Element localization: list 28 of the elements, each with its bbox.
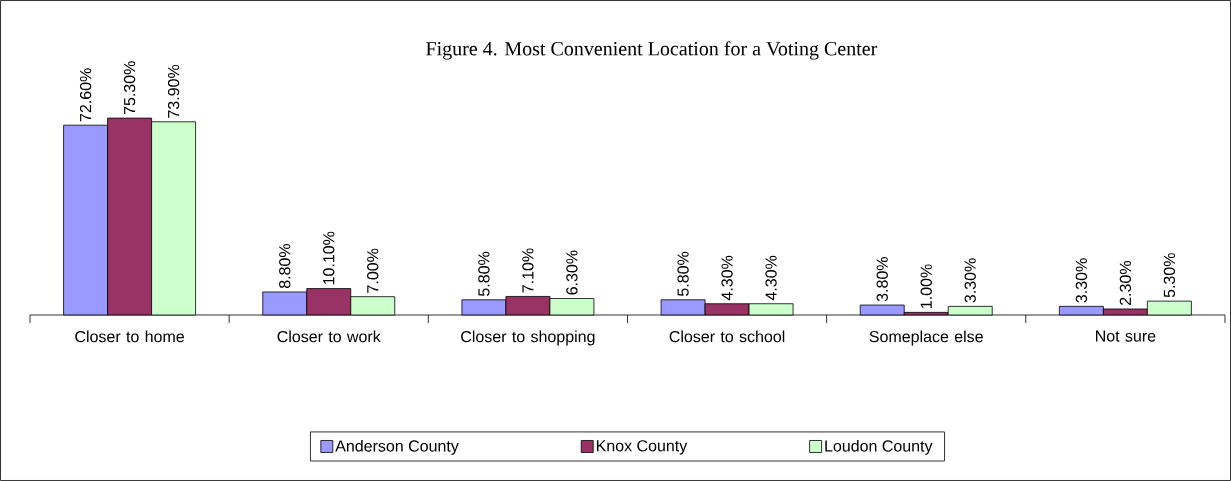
x-tick-label: Not sure [1096,330,1156,342]
data-label: 6.30% [566,250,578,295]
data-label: 3.30% [1075,258,1088,303]
data-label: 4.30% [765,255,777,301]
x-tick-label: Closer to school [669,330,785,343]
legend-label: Loudon County [825,439,933,455]
data-label: 3.30% [964,258,976,303]
data-label: 7.00% [367,248,379,293]
data-label: 72.60% [79,68,92,122]
data-label: 7.10% [522,248,534,293]
data-label: 8.80% [279,243,291,289]
data-label: 5.30% [1163,253,1176,298]
data-label: 5.80% [478,251,490,296]
data-label: 73.90% [167,64,180,118]
x-tick-label: Closer to home [75,330,184,343]
x-tick-label: Someplace else [869,330,983,346]
x-tick-label: Closer to work [277,330,381,343]
legend-label: Anderson County [335,439,459,455]
data-label: 75.30% [123,61,136,115]
data-label: 1.00% [920,264,932,308]
data-label: 4.30% [721,255,733,301]
data-label: 10.10% [323,231,335,285]
data-label: 2.30% [1119,260,1132,305]
data-label: 3.80% [876,257,888,302]
legend-label: Knox County [596,440,688,455]
chart-title: Figure 4. Most Convenient Location for a Voting Center [426,41,878,60]
x-tick-label: Closer to shopping [461,330,595,346]
data-label: 5.80% [677,251,689,296]
